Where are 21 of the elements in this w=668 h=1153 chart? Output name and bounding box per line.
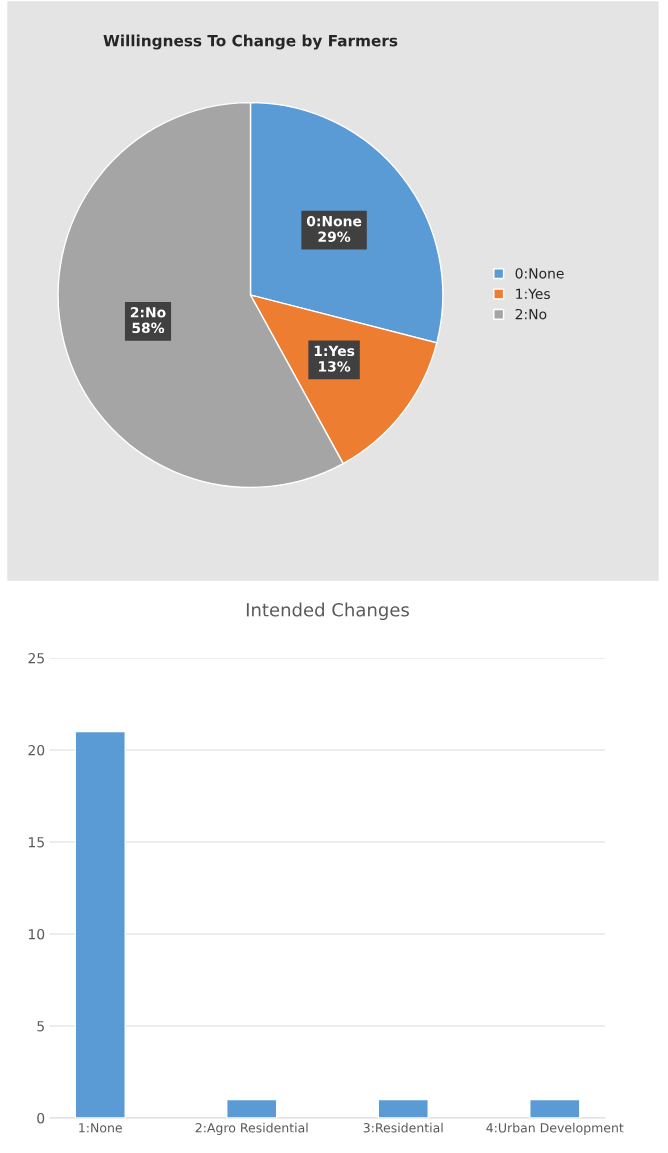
legend-label: 2:No [515, 308, 547, 320]
legend-label: 0:None [515, 268, 564, 279]
y-tick-label: 15 [28, 837, 44, 848]
slice-label: 1:Yes [314, 345, 355, 357]
x-tick-label: 2:Agro Residential [195, 1122, 308, 1135]
data-label: 58% [132, 322, 165, 334]
y-tick-label: 20 [28, 744, 45, 756]
y-tick-label: 10 [28, 928, 45, 940]
chart-title: Intended Changes [246, 602, 409, 621]
x-tick-label: 4:Urban Development [486, 1122, 624, 1135]
slice-label: 2:No [130, 307, 166, 318]
chart-title: Willingness To Change by Farmers [103, 34, 398, 50]
y-tick-label: 5 [37, 1021, 44, 1032]
legend-label: 1:Yes [516, 288, 550, 300]
slice-label: 0:None [306, 215, 362, 227]
x-tick-label: 3:Residential [363, 1122, 443, 1133]
data-label: 29% [318, 231, 351, 242]
data-label: 13% [319, 361, 351, 372]
x-tick-label: 1:None [79, 1123, 122, 1133]
y-tick-label: 0 [37, 1112, 45, 1124]
y-tick-label: 25 [28, 652, 44, 664]
